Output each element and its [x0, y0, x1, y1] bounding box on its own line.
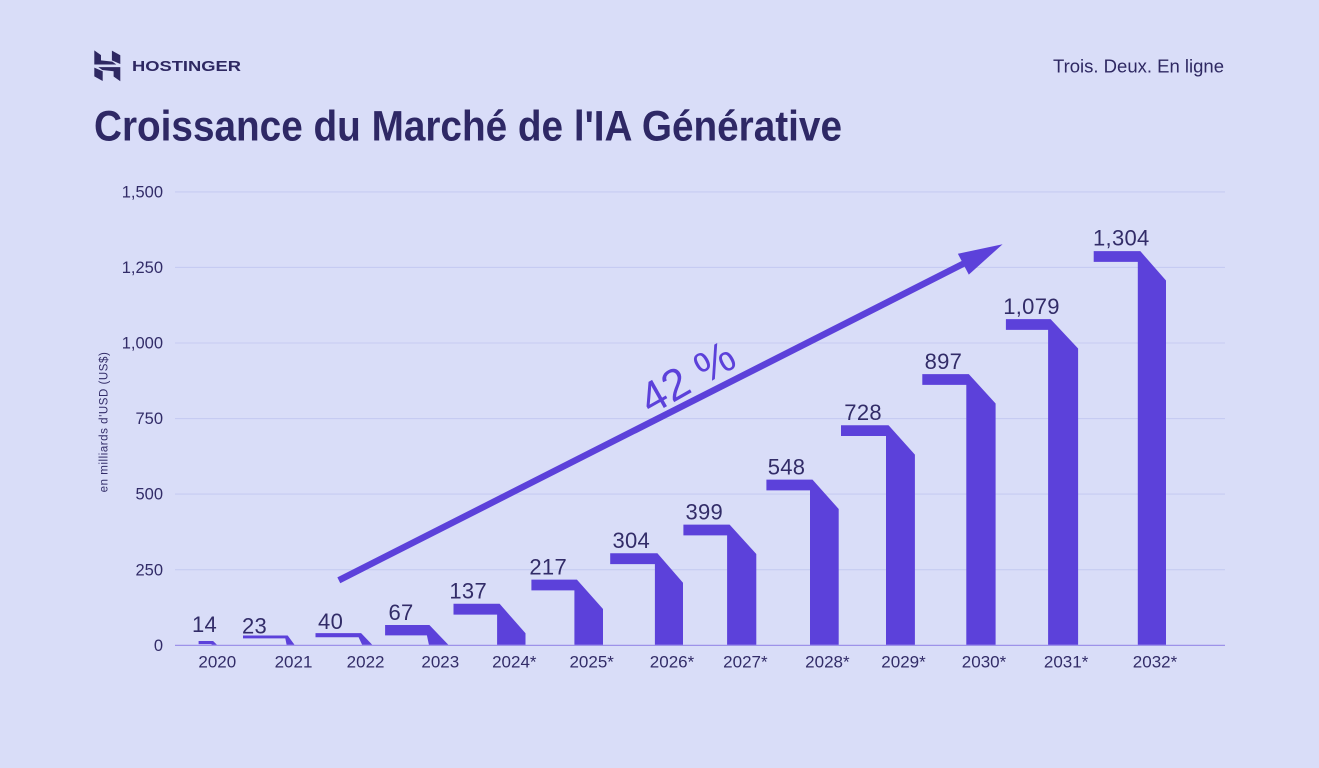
- svg-text:250: 250: [135, 561, 163, 579]
- svg-text:2027*: 2027*: [723, 653, 768, 672]
- svg-text:2032*: 2032*: [1133, 653, 1178, 672]
- svg-text:548: 548: [768, 455, 806, 480]
- svg-text:137: 137: [449, 579, 487, 604]
- svg-text:Croissance du Marché de l'IA G: Croissance du Marché de l'IA Générative: [94, 103, 842, 151]
- svg-text:2020: 2020: [198, 653, 236, 672]
- svg-text:1,079: 1,079: [1003, 294, 1060, 319]
- svg-text:14: 14: [192, 612, 217, 637]
- svg-text:217: 217: [529, 555, 567, 580]
- svg-text:1,250: 1,250: [122, 259, 163, 277]
- svg-text:1,500: 1,500: [122, 184, 163, 202]
- svg-text:2028*: 2028*: [805, 653, 850, 672]
- svg-text:304: 304: [612, 528, 650, 553]
- svg-text:2025*: 2025*: [569, 653, 614, 672]
- svg-text:0: 0: [154, 637, 163, 655]
- svg-text:2026*: 2026*: [650, 653, 695, 672]
- svg-text:399: 399: [685, 499, 723, 524]
- svg-text:2021: 2021: [275, 653, 313, 672]
- svg-text:1,000: 1,000: [122, 335, 163, 353]
- svg-text:897: 897: [925, 349, 963, 374]
- svg-text:728: 728: [844, 400, 882, 425]
- svg-text:2023: 2023: [421, 653, 459, 672]
- svg-text:HOSTINGER: HOSTINGER: [132, 59, 242, 75]
- svg-text:67: 67: [388, 600, 413, 625]
- svg-text:en milliards d'USD (US$): en milliards d'USD (US$): [99, 352, 111, 493]
- svg-text:2024*: 2024*: [492, 653, 537, 672]
- svg-text:23: 23: [242, 614, 267, 639]
- svg-text:40: 40: [318, 609, 343, 634]
- svg-text:2029*: 2029*: [881, 653, 926, 672]
- svg-text:500: 500: [135, 486, 163, 504]
- svg-text:2030*: 2030*: [962, 653, 1007, 672]
- svg-text:750: 750: [135, 410, 163, 428]
- svg-text:1,304: 1,304: [1093, 226, 1150, 251]
- svg-text:2022: 2022: [347, 653, 385, 672]
- svg-text:2031*: 2031*: [1044, 653, 1089, 672]
- svg-text:Trois. Deux. En ligne: Trois. Deux. En ligne: [1053, 55, 1224, 76]
